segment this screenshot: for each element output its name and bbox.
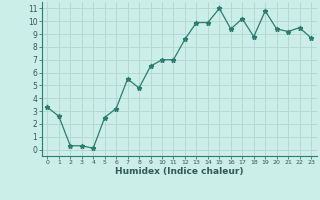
X-axis label: Humidex (Indice chaleur): Humidex (Indice chaleur) xyxy=(115,167,244,176)
